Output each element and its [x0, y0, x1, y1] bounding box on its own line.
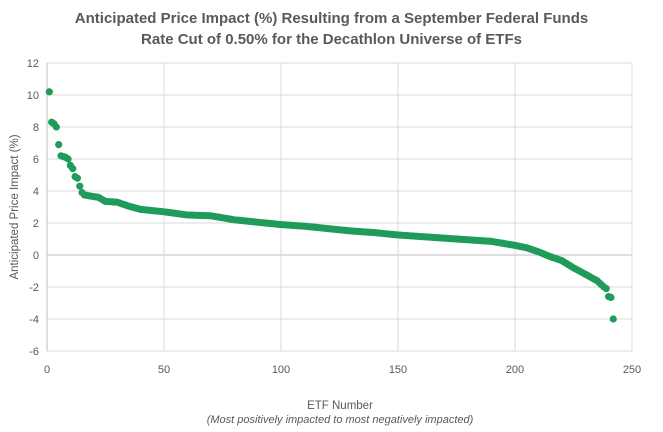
x-tick-label: 200: [506, 364, 524, 376]
data-point: [55, 141, 63, 149]
y-tick-label: 0: [33, 250, 39, 262]
data-point: [64, 155, 72, 163]
chart-title: Anticipated Price Impact (%) Resulting f…: [0, 8, 663, 50]
tick-labels: -6 -4 -2 0 2 4 6 8 10 12 0 50 100 150 200 250: [27, 58, 641, 376]
data-point: [45, 88, 53, 96]
data-point: [52, 123, 60, 131]
data-point: [609, 315, 617, 323]
data-point: [76, 182, 84, 190]
y-tick-label: -6: [29, 346, 39, 358]
x-tick-label: 250: [623, 364, 641, 376]
data-point: [602, 285, 610, 293]
x-tick-label: 100: [272, 364, 290, 376]
x-axis-sublabel: (Most positively impacted to most negati…: [207, 414, 474, 426]
chart-title-line-1: Anticipated Price Impact (%) Resulting f…: [74, 10, 589, 27]
y-tick-label: 6: [33, 154, 39, 166]
x-tick-label: 0: [44, 364, 50, 376]
y-tick-label: 12: [27, 58, 39, 70]
x-tick-label: 150: [389, 364, 407, 376]
y-tick-label: 4: [33, 186, 39, 198]
data-point: [607, 293, 615, 301]
x-tick-label: 50: [158, 364, 170, 376]
y-tick-label: -4: [29, 314, 39, 326]
y-tick-label: 10: [27, 90, 39, 102]
y-tick-label: 2: [33, 218, 39, 230]
y-tick-label: 8: [33, 122, 39, 134]
x-axis-label: ETF Number: [307, 400, 373, 412]
data-point: [73, 174, 82, 182]
chart-title-line-2: Rate Cut of 0.50% for the Decathlon Univ…: [141, 31, 522, 48]
data-points: [45, 88, 617, 323]
data-point: [69, 165, 77, 173]
y-tick-label: -2: [29, 282, 39, 294]
y-axis-label: Anticipated Price Impact (%): [9, 134, 21, 279]
